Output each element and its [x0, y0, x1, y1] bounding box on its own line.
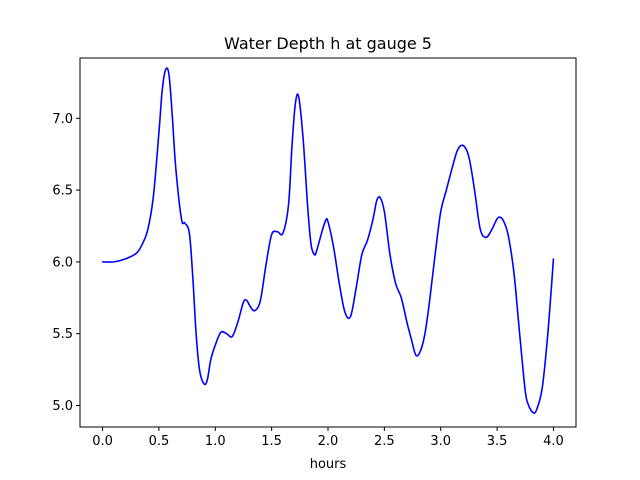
x-tick-label: 1.0 [205, 434, 226, 449]
y-tick-label: 7.0 [52, 112, 73, 127]
x-tick-label: 0.5 [149, 434, 170, 449]
x-tick-label: 2.5 [374, 434, 395, 449]
series-line [101, 67, 555, 414]
x-tick-label: 1.5 [261, 434, 282, 449]
y-tick-label: 5.5 [52, 327, 73, 342]
x-axis: 0.0 0.5 1.0 1.5 2.0 2.5 3.0 3.5 4.0 [92, 427, 564, 449]
x-tick-label: 3.0 [430, 434, 451, 449]
y-tick-label: 5.0 [52, 399, 73, 414]
y-tick-label: 6.5 [52, 184, 73, 199]
x-tick-label: 3.5 [487, 434, 508, 449]
x-tick-label: 2.0 [318, 434, 339, 449]
x-axis-label: hours [310, 457, 347, 472]
chart-title: Water Depth h at gauge 5 [224, 34, 432, 53]
axes-frame [79, 57, 577, 428]
x-tick-label: 0.0 [92, 434, 113, 449]
y-axis: 5.0 5.5 6.0 6.5 7.0 [52, 112, 80, 414]
x-tick-label: 4.0 [543, 434, 564, 449]
y-tick-label: 6.0 [52, 255, 73, 270]
plot-area [101, 67, 555, 414]
